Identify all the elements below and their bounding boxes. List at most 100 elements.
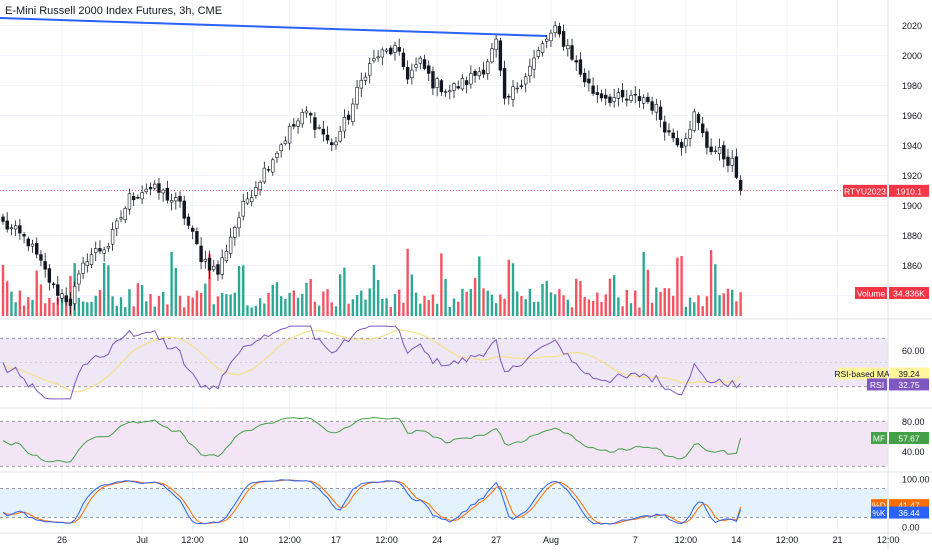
volume-bar: [376, 279, 380, 316]
candle-body: [98, 248, 102, 252]
volume-bar: [246, 305, 249, 316]
candle-body: [26, 238, 30, 247]
candle-body: [675, 138, 680, 146]
volume-bar: [427, 300, 430, 316]
mf-tick-label: 80.00: [902, 417, 925, 427]
candles: [1, 21, 743, 315]
candle-body: [64, 295, 68, 303]
candle-body: [650, 101, 654, 111]
volume-bar: [444, 278, 447, 316]
rsi-ma-tag-label-bg: [837, 367, 887, 380]
candle-body: [190, 227, 195, 232]
candle-body: [220, 257, 224, 275]
candle-body: [696, 114, 701, 123]
volume-bar: [431, 294, 435, 316]
candle-body: [633, 93, 637, 96]
volume-bar: [726, 288, 730, 316]
volume-bar: [659, 291, 662, 316]
candle-body: [228, 236, 233, 254]
candle-body: [115, 220, 119, 229]
candle-body: [376, 56, 380, 59]
candle-body: [570, 45, 574, 60]
candle-body: [233, 227, 237, 238]
volume-bar: [575, 278, 578, 316]
volume-bar: [583, 297, 586, 316]
candle-body: [734, 156, 739, 178]
candle-body: [464, 80, 469, 85]
candle-body: [418, 57, 422, 64]
volume-bar: [77, 297, 81, 316]
candle-body: [258, 181, 262, 190]
volume-bar: [355, 294, 359, 316]
candle-body: [254, 187, 258, 196]
price-tag-label: RTYU2023: [844, 186, 886, 196]
price-tick-label: 2000: [902, 51, 922, 61]
candle-body: [30, 243, 35, 247]
candle-body: [574, 60, 578, 63]
volume-bar: [347, 303, 350, 316]
candle-body: [81, 262, 85, 274]
candle-body: [566, 45, 570, 50]
volume-bar: [107, 265, 110, 316]
candle-body: [431, 71, 435, 89]
volume-bar: [237, 265, 241, 316]
volume-bar: [81, 301, 85, 316]
volume-bar: [393, 294, 397, 316]
price-tick-label: 1860: [902, 261, 922, 271]
candle-body: [47, 268, 52, 283]
volume-bar: [735, 301, 738, 316]
candle-body: [51, 283, 56, 285]
volume-bar: [309, 278, 312, 316]
volume-bar: [419, 303, 422, 316]
candle-body: [625, 98, 629, 101]
volume-bar: [634, 290, 637, 316]
candle-body: [43, 261, 47, 270]
volume-bar: [457, 301, 460, 316]
price-tick-label: 1940: [902, 141, 922, 151]
candle-body: [591, 85, 595, 94]
volume-bar: [372, 264, 376, 316]
volume-bar: [178, 295, 182, 316]
price-tag: RTYU2023 1910.1: [843, 184, 929, 197]
volume-bar: [478, 256, 481, 316]
volume-bar: [676, 257, 679, 316]
candle-body: [359, 79, 363, 89]
volume-bar: [212, 304, 215, 316]
volume-bar: [322, 291, 325, 316]
volume-bar: [398, 289, 401, 316]
candle-body: [448, 90, 452, 93]
volume-bar: [452, 298, 456, 316]
volume-bar: [364, 299, 367, 316]
volume-bar: [90, 301, 93, 316]
volume-bar: [242, 265, 245, 316]
trendline: [0, 17, 547, 37]
x-tick-label: 12:00: [675, 535, 698, 545]
volume-bar: [655, 287, 658, 316]
stoch-d-tag-value: 41.47: [898, 501, 920, 511]
candle-body: [102, 249, 106, 254]
candle-body: [292, 124, 296, 127]
candle-body: [384, 49, 389, 52]
volume-bar: [161, 291, 165, 316]
volume-bar: [482, 288, 485, 316]
x-tick-label: 21: [833, 535, 843, 545]
candle-body: [616, 92, 621, 99]
volume-bar: [43, 303, 47, 316]
x-tick-label: 17: [331, 535, 341, 545]
candle-body: [351, 103, 355, 122]
candle-body: [68, 298, 73, 306]
candle-body: [460, 78, 465, 90]
candle-body: [498, 40, 503, 71]
volume-bar: [697, 295, 700, 316]
candle-body: [477, 71, 481, 77]
stoch-tick-label: 100.00: [902, 474, 930, 484]
rsi-ma-tag-value: 39.24: [898, 369, 920, 379]
volume-bar: [440, 253, 443, 316]
chart-title: E-Mini Russell 2000 Index Futures, 3h, C…: [5, 5, 223, 17]
volume-bar: [292, 290, 296, 316]
volume-bar: [553, 294, 557, 316]
price-tick-label: 1920: [902, 171, 922, 181]
candle-body: [549, 32, 553, 42]
